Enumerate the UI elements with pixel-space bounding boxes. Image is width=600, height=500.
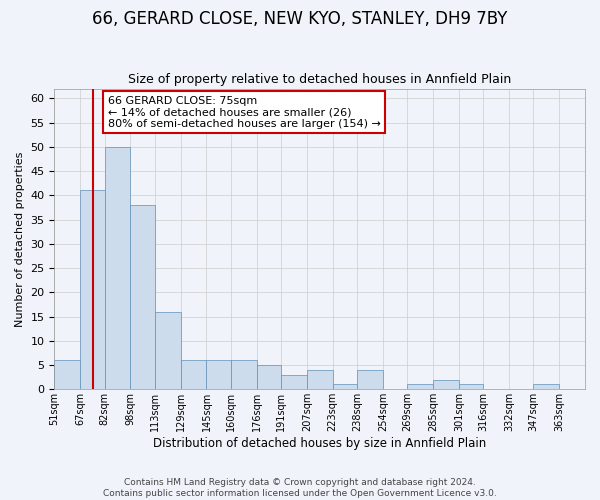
Bar bbox=[357, 370, 383, 390]
Y-axis label: Number of detached properties: Number of detached properties bbox=[15, 151, 25, 326]
Bar bbox=[332, 384, 357, 390]
Text: 66 GERARD CLOSE: 75sqm
← 14% of detached houses are smaller (26)
80% of semi-det: 66 GERARD CLOSE: 75sqm ← 14% of detached… bbox=[108, 96, 380, 129]
Bar bbox=[307, 370, 332, 390]
Text: 66, GERARD CLOSE, NEW KYO, STANLEY, DH9 7BY: 66, GERARD CLOSE, NEW KYO, STANLEY, DH9 … bbox=[92, 10, 508, 28]
Bar bbox=[433, 380, 459, 390]
Text: Contains HM Land Registry data © Crown copyright and database right 2024.
Contai: Contains HM Land Registry data © Crown c… bbox=[103, 478, 497, 498]
Bar bbox=[206, 360, 231, 390]
Bar bbox=[459, 384, 483, 390]
Bar bbox=[130, 205, 155, 390]
Bar bbox=[257, 365, 281, 390]
Bar bbox=[55, 360, 80, 390]
Bar bbox=[155, 312, 181, 390]
Bar bbox=[80, 190, 104, 390]
Bar bbox=[231, 360, 257, 390]
Bar bbox=[533, 384, 559, 390]
Bar bbox=[181, 360, 206, 390]
Bar bbox=[104, 147, 130, 390]
Title: Size of property relative to detached houses in Annfield Plain: Size of property relative to detached ho… bbox=[128, 73, 511, 86]
Bar bbox=[281, 374, 307, 390]
X-axis label: Distribution of detached houses by size in Annfield Plain: Distribution of detached houses by size … bbox=[153, 437, 487, 450]
Bar bbox=[407, 384, 433, 390]
